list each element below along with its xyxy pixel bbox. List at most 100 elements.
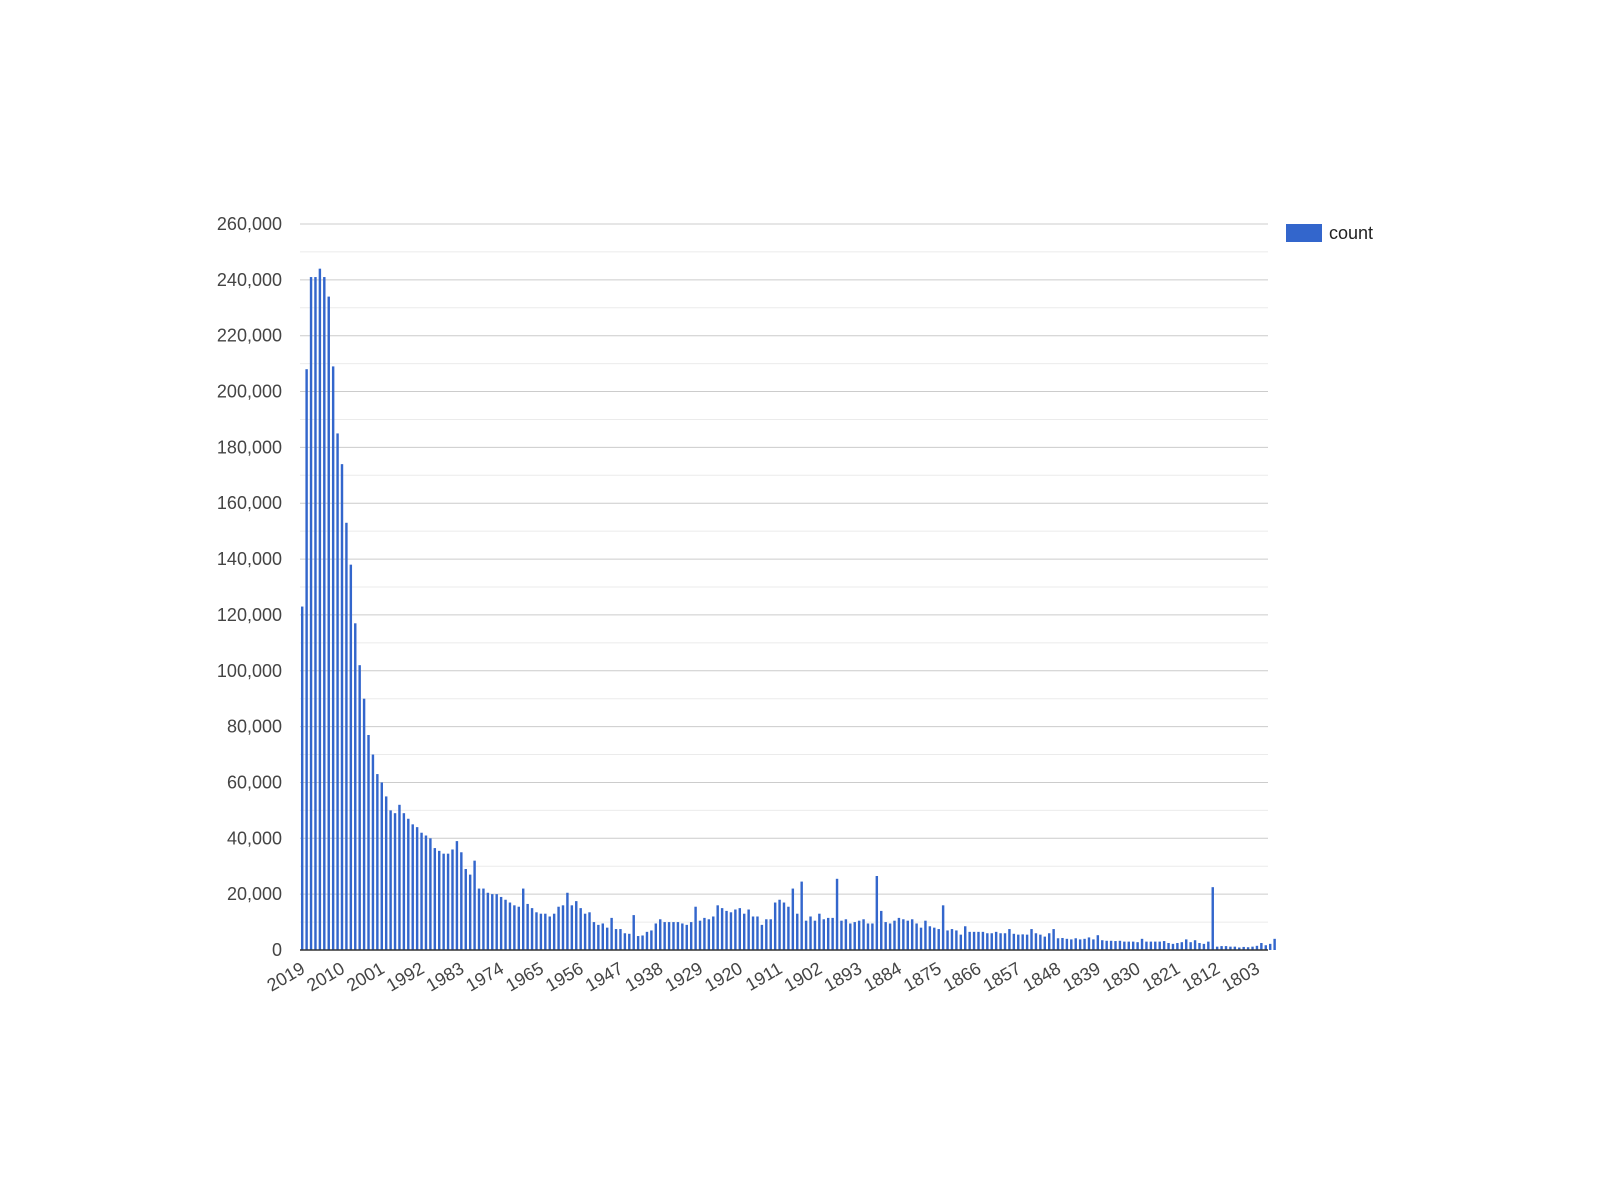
legend: count xyxy=(1286,223,1373,243)
bar-1914 xyxy=(765,919,768,950)
bar-1841 xyxy=(1087,937,1091,950)
bar-1868 xyxy=(968,931,971,950)
bar-1972 xyxy=(508,902,512,950)
bar-1973 xyxy=(504,899,507,950)
bar-1930 xyxy=(694,906,697,950)
bar-1962 xyxy=(552,913,556,950)
bar-1957 xyxy=(575,901,578,950)
bar-1813 xyxy=(1211,887,1214,950)
bar-1867 xyxy=(972,931,976,950)
bar-1937 xyxy=(663,922,666,950)
bar-1960 xyxy=(561,905,565,950)
bar-1876 xyxy=(933,927,936,950)
bar-1874 xyxy=(941,905,945,950)
bar-1873 xyxy=(946,930,949,950)
bar-1847 xyxy=(1061,937,1064,950)
bar-1970 xyxy=(517,906,521,950)
bar-2013 xyxy=(327,296,330,951)
bar-1916 xyxy=(756,916,759,950)
bar-1878 xyxy=(924,920,927,950)
bar-1901 xyxy=(822,919,825,950)
gridlines xyxy=(300,223,1268,923)
bar-1976 xyxy=(491,894,494,950)
bar-1815 xyxy=(1202,943,1206,950)
bar-1986 xyxy=(446,853,450,950)
bar-1929 xyxy=(698,920,702,950)
x-tick-label: 1821 xyxy=(1139,958,1184,995)
bar-1817 xyxy=(1193,940,1197,950)
y-tick-label: 60,000 xyxy=(227,772,282,792)
bar-1943 xyxy=(636,936,640,950)
bar-1836 xyxy=(1109,940,1113,950)
bar-1885 xyxy=(893,920,896,950)
bar-1988 xyxy=(438,850,441,950)
bar-1872 xyxy=(950,929,954,950)
bar-1952 xyxy=(597,924,600,950)
bar-1932 xyxy=(685,924,688,950)
bar-2018 xyxy=(305,369,308,950)
bar-1983 xyxy=(460,852,463,950)
bar-1843 xyxy=(1078,939,1082,950)
bar-1861 xyxy=(999,933,1002,950)
x-tick-label: 1974 xyxy=(462,958,507,995)
bar-1831 xyxy=(1131,941,1135,950)
bar-1985 xyxy=(451,849,454,950)
bar-1869 xyxy=(964,926,967,950)
bar-1895 xyxy=(849,923,852,950)
bar-1921 xyxy=(734,909,737,950)
bar-1870 xyxy=(959,934,963,950)
bar-2014 xyxy=(323,277,326,950)
bar-1898 xyxy=(835,878,839,950)
bar-1964 xyxy=(544,913,547,950)
bar-1922 xyxy=(729,912,733,950)
bar-1866 xyxy=(977,931,980,950)
bar-1997 xyxy=(398,804,401,950)
bar-1913 xyxy=(769,919,772,950)
bar-1961 xyxy=(557,906,560,950)
bar-1825 xyxy=(1158,941,1161,950)
x-tick-label: 1839 xyxy=(1059,958,1104,995)
bar-1946 xyxy=(623,933,627,950)
bar-1904 xyxy=(809,916,812,950)
bar-1956 xyxy=(579,908,582,950)
bar-1947 xyxy=(619,929,622,950)
bar-2003 xyxy=(371,754,375,950)
bar-2009 xyxy=(345,522,348,950)
bar-1978 xyxy=(482,888,485,950)
bar-1856 xyxy=(1021,934,1024,950)
y-tick-label: 260,000 xyxy=(217,214,282,234)
bar-1963 xyxy=(548,916,551,950)
bar-1912 xyxy=(773,902,777,950)
y-tick-label: 200,000 xyxy=(217,382,282,402)
bar-1911 xyxy=(778,899,781,950)
x-tick-label: 1812 xyxy=(1178,958,1223,995)
bar-1910 xyxy=(782,902,786,950)
bar-1994 xyxy=(411,824,414,950)
bar-1871 xyxy=(955,930,958,950)
bar-1940 xyxy=(650,930,653,950)
bar-1811 xyxy=(1220,946,1223,950)
bar-2011 xyxy=(336,433,339,950)
bar-1852 xyxy=(1039,934,1042,950)
bar-2006 xyxy=(358,665,361,950)
bar-1944 xyxy=(632,915,635,950)
bar-1814 xyxy=(1207,941,1210,950)
bar-1974 xyxy=(499,896,503,950)
bar-1816 xyxy=(1198,943,1201,950)
bar-1830 xyxy=(1136,942,1139,950)
legend-swatch-count xyxy=(1286,224,1322,242)
bar-1800 xyxy=(1268,943,1272,950)
bar-1980 xyxy=(473,860,476,950)
bar-1981 xyxy=(468,874,472,950)
bar-1891 xyxy=(866,923,870,950)
bar-1835 xyxy=(1114,941,1117,950)
x-tick-label: 1866 xyxy=(940,958,985,995)
bar-1829 xyxy=(1140,938,1144,950)
bar-1936 xyxy=(667,922,671,950)
bar-1857 xyxy=(1017,934,1020,950)
bar-1982 xyxy=(464,869,467,950)
bar-1995 xyxy=(407,818,410,950)
bar-1905 xyxy=(804,920,808,950)
bar-2000 xyxy=(384,796,388,950)
bar-1801 xyxy=(1264,945,1267,950)
